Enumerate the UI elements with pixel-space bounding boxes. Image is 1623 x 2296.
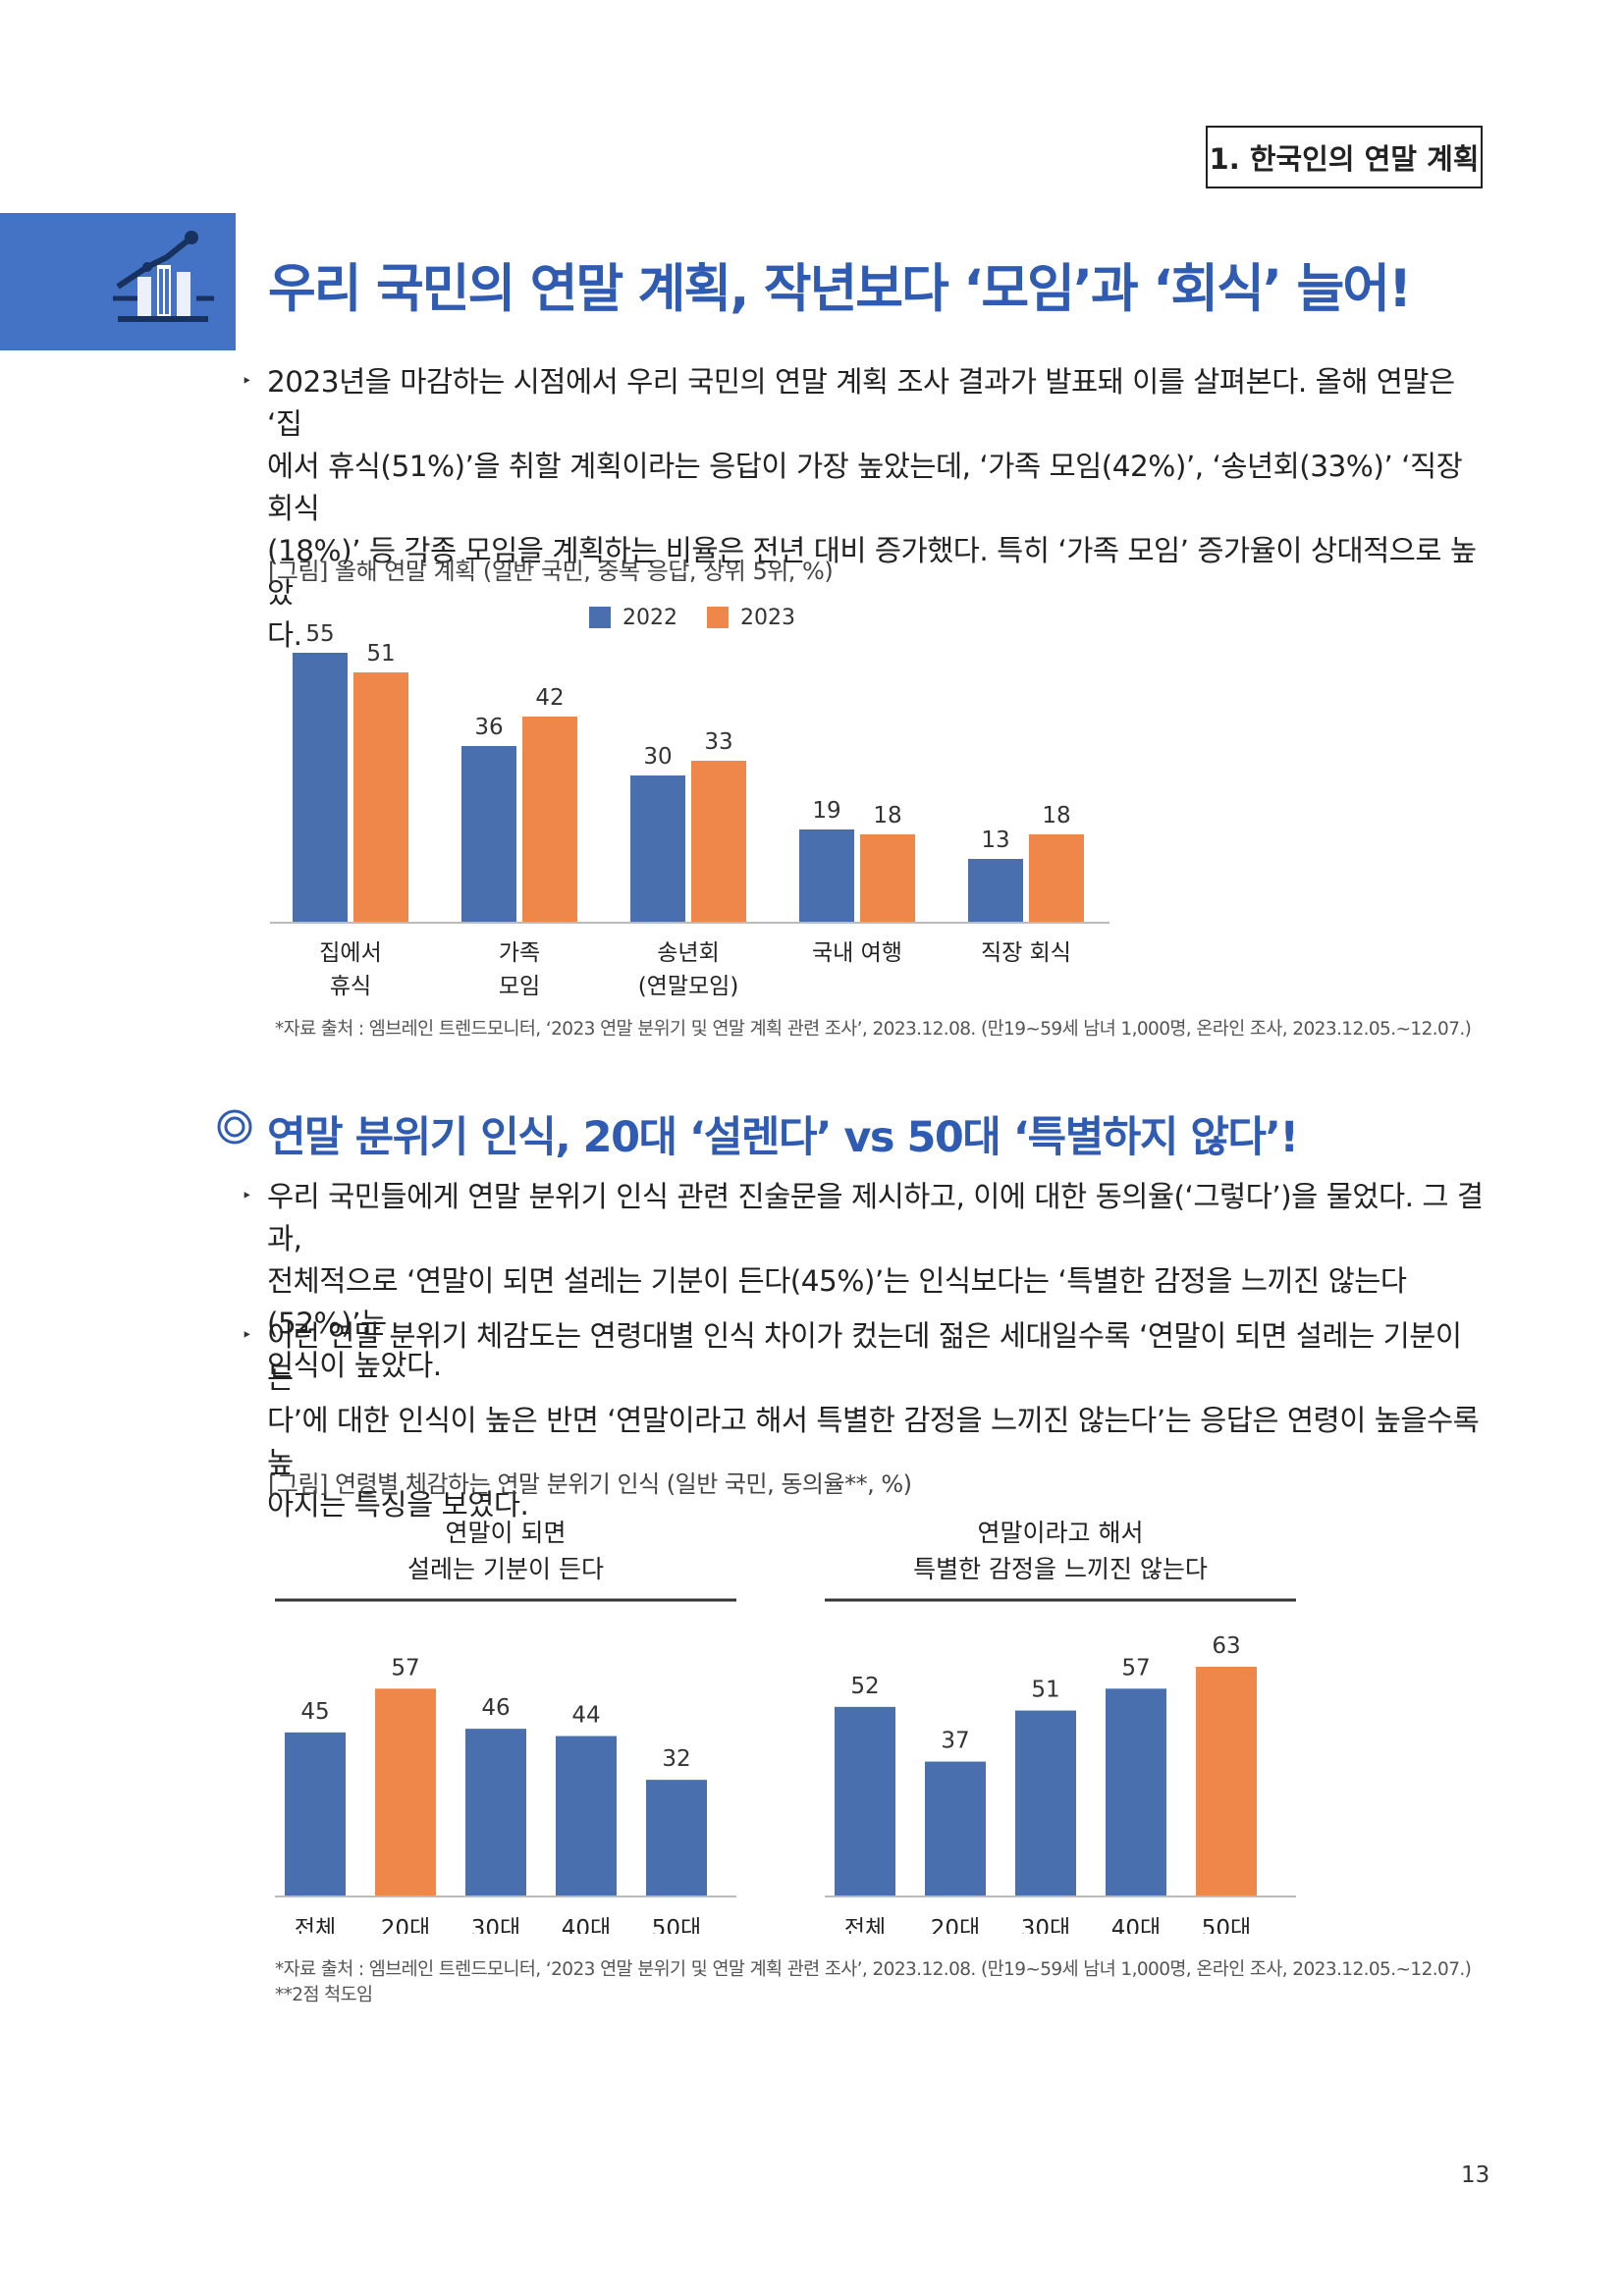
bar xyxy=(1015,1710,1076,1896)
bar xyxy=(285,1732,346,1896)
chart-title: 특별한 감정을 느끼진 않는다 xyxy=(913,1555,1208,1583)
data-label: 13 xyxy=(981,828,1009,853)
data-label: 19 xyxy=(812,798,840,824)
section2-title: 연말 분위기 인식, 20대 ‘설렌다’ vs 50대 ‘특별하지 않다’! xyxy=(267,1113,1299,1162)
category-label: 직장 회식 xyxy=(981,940,1071,966)
chart2-source: *자료 출처 : 엠브레인 트렌드모니터, ‘2023 연말 분위기 및 연말 … xyxy=(275,1959,1472,1980)
text-line: 전체적으로 ‘연말이 되면 설레는 기분이 든다(45%)’는 인식보다는 ‘특… xyxy=(267,1264,1407,1340)
bullet-icon: ‣ xyxy=(242,1325,252,1346)
bar xyxy=(835,1706,895,1896)
data-label: 30 xyxy=(643,744,672,770)
text-line: 아지는 특징을 보였다. xyxy=(267,1488,529,1522)
bar xyxy=(860,834,915,923)
data-label: 51 xyxy=(1031,1678,1059,1703)
data-label: 57 xyxy=(1121,1655,1150,1681)
data-label: 37 xyxy=(941,1729,969,1754)
category-label: 송년회 xyxy=(657,940,719,966)
data-label: 18 xyxy=(873,803,901,828)
chart-title: 연말이 되면 xyxy=(446,1519,567,1547)
bar xyxy=(968,859,1023,923)
category-label: 50대 xyxy=(1202,1916,1251,1934)
category-label: 40대 xyxy=(1111,1916,1161,1934)
bar xyxy=(646,1780,707,1896)
bar xyxy=(691,761,746,923)
bar xyxy=(630,775,685,923)
category-label: 휴식 xyxy=(330,974,371,999)
category-label: 40대 xyxy=(562,1916,611,1934)
bar xyxy=(353,672,408,923)
legend-label: 2023 xyxy=(740,606,795,630)
bullet-icon: ‣ xyxy=(242,371,252,392)
category-label: 20대 xyxy=(381,1916,430,1934)
text-line: 다’에 대한 인식이 높은 반면 ‘연말이라고 해서 특별한 감정을 느끼진 않… xyxy=(267,1404,1480,1479)
chart-title: 설레는 기분이 든다 xyxy=(407,1555,604,1583)
text-line: 우리 국민들에게 연말 분위기 인식 관련 진술문을 제시하고, 이에 대한 동… xyxy=(267,1180,1484,1255)
bar xyxy=(375,1688,436,1896)
text-line: 2023년을 마감하는 시점에서 우리 국민의 연말 계획 조사 결과가 발표돼… xyxy=(267,365,1455,441)
bar xyxy=(556,1735,617,1896)
text-line: 인식이 높았다. xyxy=(267,1349,442,1382)
chart2-caption: [그림] 연령별 체감하는 연말 분위기 인식 (일반 국민, 동의율**, %… xyxy=(268,1470,912,1498)
bar xyxy=(293,653,348,923)
data-label: 46 xyxy=(481,1695,510,1721)
data-label: 52 xyxy=(850,1674,879,1699)
growth-chart-icon xyxy=(108,228,216,336)
double-circle-icon xyxy=(217,1109,252,1145)
data-label: 42 xyxy=(535,685,564,711)
section2-paragraph-2: 이런 연말 분위기 체감도는 연령대별 인식 차이가 컸는데 젊은 세대일수록 … xyxy=(267,1315,1485,1526)
data-label: 63 xyxy=(1212,1633,1240,1659)
text-line: (18%)’ 등 각종 모임을 계획하는 비율은 전년 대비 증가했다. 특히 … xyxy=(267,534,1477,610)
text-line: 이런 연말 분위기 체감도는 연령대별 인식 차이가 컸는데 젊은 세대일수록 … xyxy=(267,1319,1462,1395)
section2-paragraph-1: 우리 국민들에게 연말 분위기 인식 관련 진술문을 제시하고, 이에 대한 동… xyxy=(267,1176,1485,1387)
bar xyxy=(1029,834,1084,923)
legend-swatch xyxy=(707,607,729,628)
bar xyxy=(1106,1688,1166,1896)
category-label: 50대 xyxy=(652,1916,701,1934)
bar xyxy=(465,1729,526,1896)
data-label: 51 xyxy=(366,641,395,667)
data-label: 36 xyxy=(474,715,503,740)
bullet-icon: ‣ xyxy=(242,1186,252,1206)
chart1-caption: [그림] 올해 연말 계획 (일반 국민, 중복 응답, 상위 5위, %) xyxy=(268,558,834,585)
data-label: 44 xyxy=(571,1703,600,1729)
category-label: 전체 xyxy=(295,1916,336,1934)
text-line: 에서 휴식(51%)’을 취할 계획이라는 응답이 가장 높았는데, ‘가족 모… xyxy=(267,450,1463,525)
page-number: 13 xyxy=(1461,2163,1490,2188)
chart2-note: **2점 척도임 xyxy=(275,1985,373,2005)
category-label: 30대 xyxy=(471,1916,520,1934)
data-label: 33 xyxy=(704,729,732,755)
intro-paragraph: 2023년을 마감하는 시점에서 우리 국민의 연말 계획 조사 결과가 발표돼… xyxy=(267,361,1485,657)
chart1-source: *자료 출처 : 엠브레인 트렌드모니터, ‘2023 연말 분위기 및 연말 … xyxy=(275,1019,1472,1040)
chart-title: 연말이라고 해서 xyxy=(978,1519,1144,1547)
page-title: 우리 국민의 연말 계획, 작년보다 ‘모임’과 ‘회식’ 늘어! xyxy=(268,259,1412,319)
category-label: 30대 xyxy=(1021,1916,1070,1934)
section-tag: 1. 한국인의 연말 계획 xyxy=(1206,126,1483,188)
data-label: 32 xyxy=(662,1746,690,1772)
text-line: 다. xyxy=(267,618,302,652)
data-label: 45 xyxy=(300,1699,329,1725)
category-label: (연말모임) xyxy=(638,974,739,999)
bar xyxy=(461,746,516,923)
data-label: 18 xyxy=(1042,803,1070,828)
bar xyxy=(799,829,854,923)
category-label: 20대 xyxy=(931,1916,980,1934)
category-label: 집에서 xyxy=(319,940,381,966)
category-label: 가족 xyxy=(499,940,540,966)
category-label: 모임 xyxy=(499,974,540,999)
bar xyxy=(925,1761,986,1896)
category-label: 전체 xyxy=(844,1916,886,1934)
data-label: 55 xyxy=(305,621,334,647)
legend-label: 2022 xyxy=(622,606,677,630)
category-label: 국내 여행 xyxy=(812,940,902,966)
data-label: 57 xyxy=(391,1655,419,1681)
legend-swatch xyxy=(589,607,611,628)
bar xyxy=(1196,1667,1257,1896)
bar xyxy=(522,717,577,923)
